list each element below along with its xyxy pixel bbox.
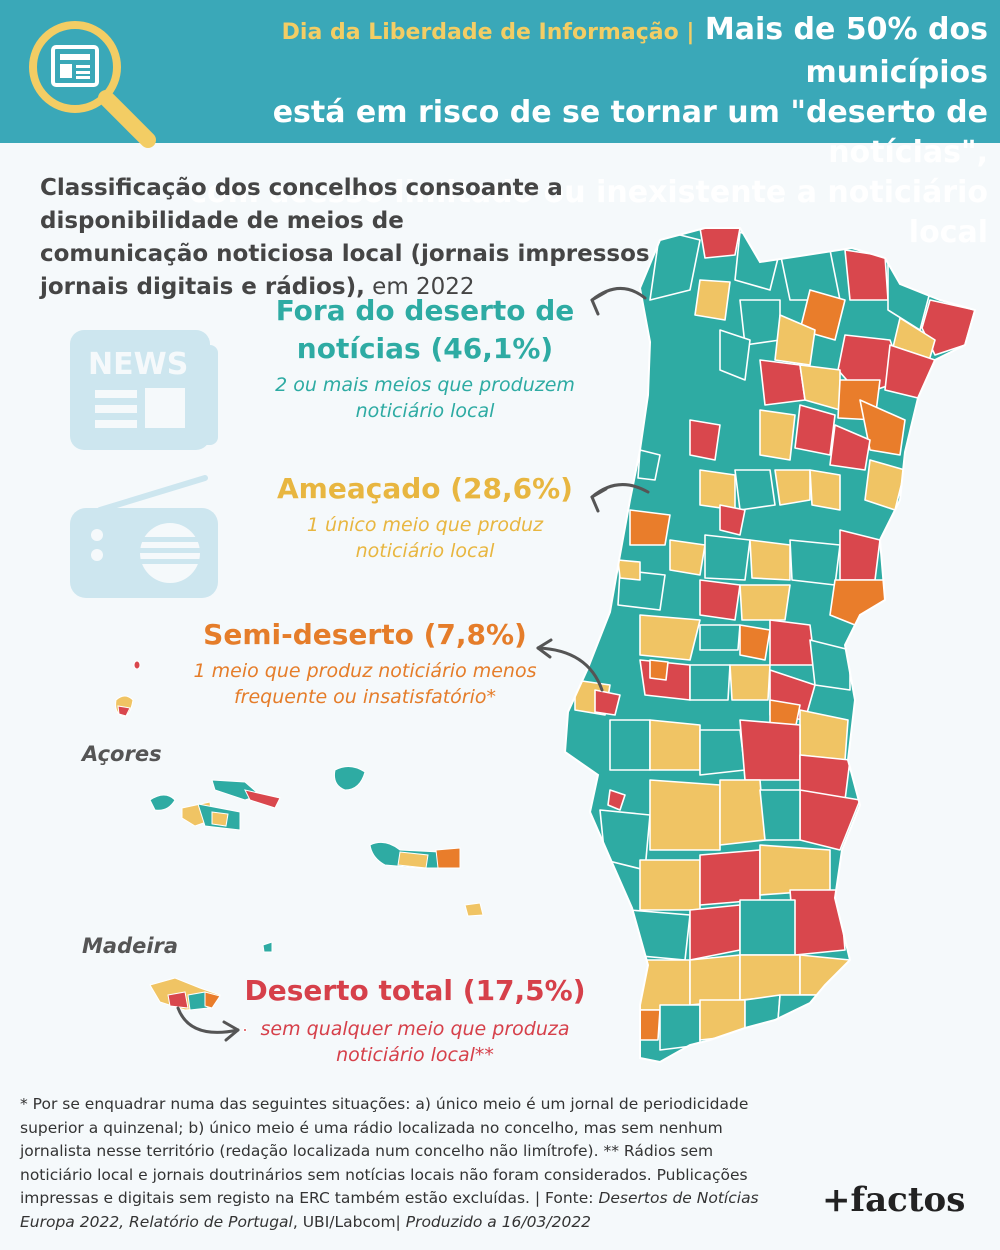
footnote-line4: noticiário local e jornais doutrinários … xyxy=(20,1165,748,1184)
subtitle-line2: comunicação noticiosa local (jornais imp… xyxy=(40,241,659,267)
subtitle-year: em 2022 xyxy=(364,274,475,300)
legend-fora: Fora do deserto de notícias (46,1%) 2 ou … xyxy=(250,292,600,424)
legend-fora-title: Fora do deserto de notícias (46,1%) xyxy=(275,294,575,365)
legend-deserto-desc: sem qualquer meio que produza noticiário … xyxy=(260,1018,570,1066)
magnifier-newspaper-icon xyxy=(29,21,156,148)
mainland-outline xyxy=(563,227,977,1064)
legend-semi-desc: 1 meio que produz noticiário menos freque… xyxy=(193,660,537,708)
header-title-line2: está em risco de se tornar um "deserto d… xyxy=(272,95,988,170)
header-title-line3: com acesso limitado ou inexistente a not… xyxy=(189,175,988,250)
footnote-line3: jornalista nesse território (redação loc… xyxy=(20,1142,714,1160)
legend-ameacado-desc: 1 único meio que produz noticiário local xyxy=(306,514,544,562)
legend-deserto: Deserto total (17,5%) sem qualquer meio … xyxy=(225,972,605,1068)
brand-logo: +factos xyxy=(822,1180,966,1220)
mainland-municipalities xyxy=(565,228,975,1062)
arrow-madeira xyxy=(176,1006,240,1034)
subtitle-line3: jornais digitais e rádios), xyxy=(40,274,365,300)
footnote: * Por se enquadrar numa das seguintes si… xyxy=(20,1093,800,1234)
page-title: Dia da Liberdade de Informação | Mais de… xyxy=(158,10,988,253)
azores-islands xyxy=(115,660,484,917)
legend-arrows xyxy=(176,287,650,1042)
legend-ameacado: Ameaçado (28,6%) 1 único meio que produz… xyxy=(250,470,600,564)
footnote-line6: Europa 2022, Relatório de Portugal, UBI/… xyxy=(20,1212,592,1231)
map-subtitle: Classificação dos concelhos consoante a … xyxy=(40,172,680,304)
legend-deserto-title: Deserto total (17,5%) xyxy=(244,974,586,1007)
legend-semi-title: Semi-deserto (7,8%) xyxy=(203,618,527,651)
radio-icon xyxy=(70,475,218,598)
news-label: NEWS xyxy=(88,347,188,382)
legend-ameacado-title: Ameaçado (28,6%) xyxy=(277,472,573,505)
newspaper-icon: NEWS xyxy=(70,330,218,450)
footnote-line2: superior a quinzenal; b) único meio é um… xyxy=(20,1118,723,1137)
header-kicker: Dia da Liberdade de Informação | xyxy=(281,20,695,45)
madeira-islands xyxy=(149,941,273,1032)
arrow-semi xyxy=(536,646,604,692)
footnote-line5: impressas e digitais sem registo na ERC … xyxy=(20,1189,759,1207)
azores-label: Açores xyxy=(82,742,162,766)
footnote-line1: * Por se enquadrar numa das seguintes si… xyxy=(20,1095,749,1113)
header-banner xyxy=(0,0,1000,143)
subtitle-line1: Classificação dos concelhos consoante a … xyxy=(40,175,563,234)
madeira-label: Madeira xyxy=(82,934,179,958)
legend-semi: Semi-deserto (7,8%) 1 meio que produz no… xyxy=(150,616,580,710)
header-title-line1: Mais de 50% dos municípios xyxy=(704,12,988,90)
legend-fora-desc: 2 ou mais meios que produzem noticiário l… xyxy=(275,374,575,422)
